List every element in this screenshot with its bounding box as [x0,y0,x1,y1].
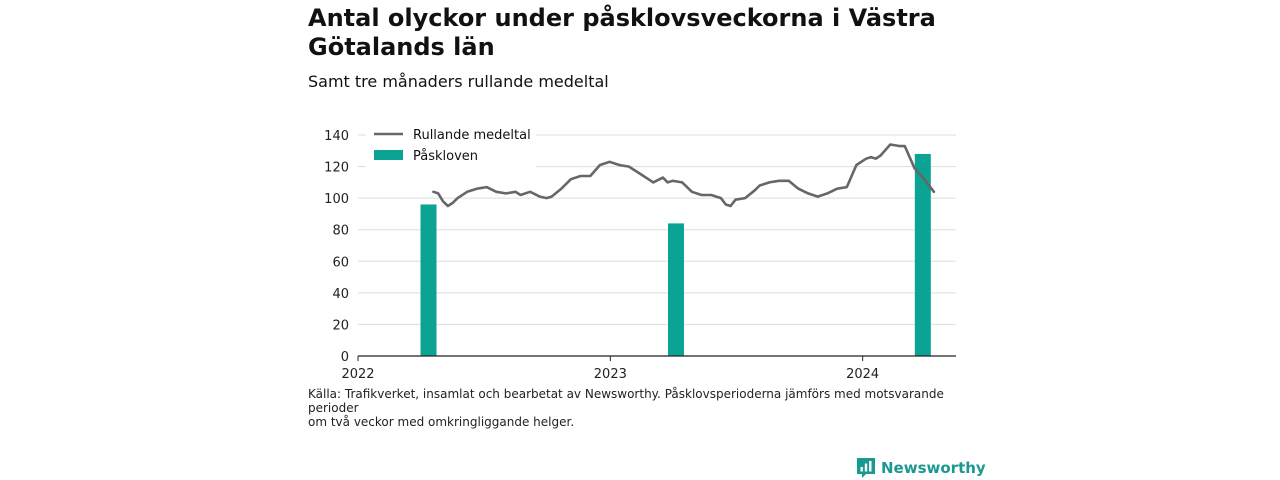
bar [420,204,437,356]
line-group [432,143,936,208]
x-tick-label: 2023 [594,367,627,382]
x-tick-label: 2024 [846,367,879,382]
y-tick-label: 140 [324,129,349,144]
y-tick-label: 60 [332,255,349,270]
source-note: Källa: Trafikverket, insamlat och bearbe… [308,387,948,429]
x-tick-label: 2022 [341,367,374,382]
y-tick-label: 20 [332,318,349,333]
source-line-2: om två veckor med omkringliggande helger… [308,415,575,429]
newsworthy-logo-icon [857,458,875,478]
source-line-1: Källa: Trafikverket, insamlat och bearbe… [308,387,944,415]
bars-group [420,153,931,356]
newsworthy-logo-text: Newsworthy [881,459,986,477]
legend: Rullande medeltal Påskloven [366,126,536,170]
legend-label-easter: Påskloven [413,149,478,164]
accident-chart: 0 20 40 60 80 100 120 140 2022 2023 2024 Rullande … [324,126,956,382]
axes-group: 0 20 40 60 80 100 120 140 2022 2023 2024 [324,129,956,382]
legend-label-rolling: Rullande medeltal [413,128,531,143]
y-tick-label: 120 [324,161,349,176]
y-tick-label: 100 [324,192,349,207]
bar [914,153,931,356]
y-tick-label: 40 [332,287,349,302]
y-tick-label: 80 [332,224,349,239]
y-tick-label: 0 [341,350,349,365]
bar [668,223,685,356]
chart-title: Antal olyckor under påsklovsveckorna i V… [308,4,936,61]
legend-bar-swatch [374,150,403,160]
rolling-average-line [432,143,936,208]
chart-subtitle: Samt tre månaders rullande medeltal [308,72,609,91]
newsworthy-logo: Newsworthy [856,457,986,479]
